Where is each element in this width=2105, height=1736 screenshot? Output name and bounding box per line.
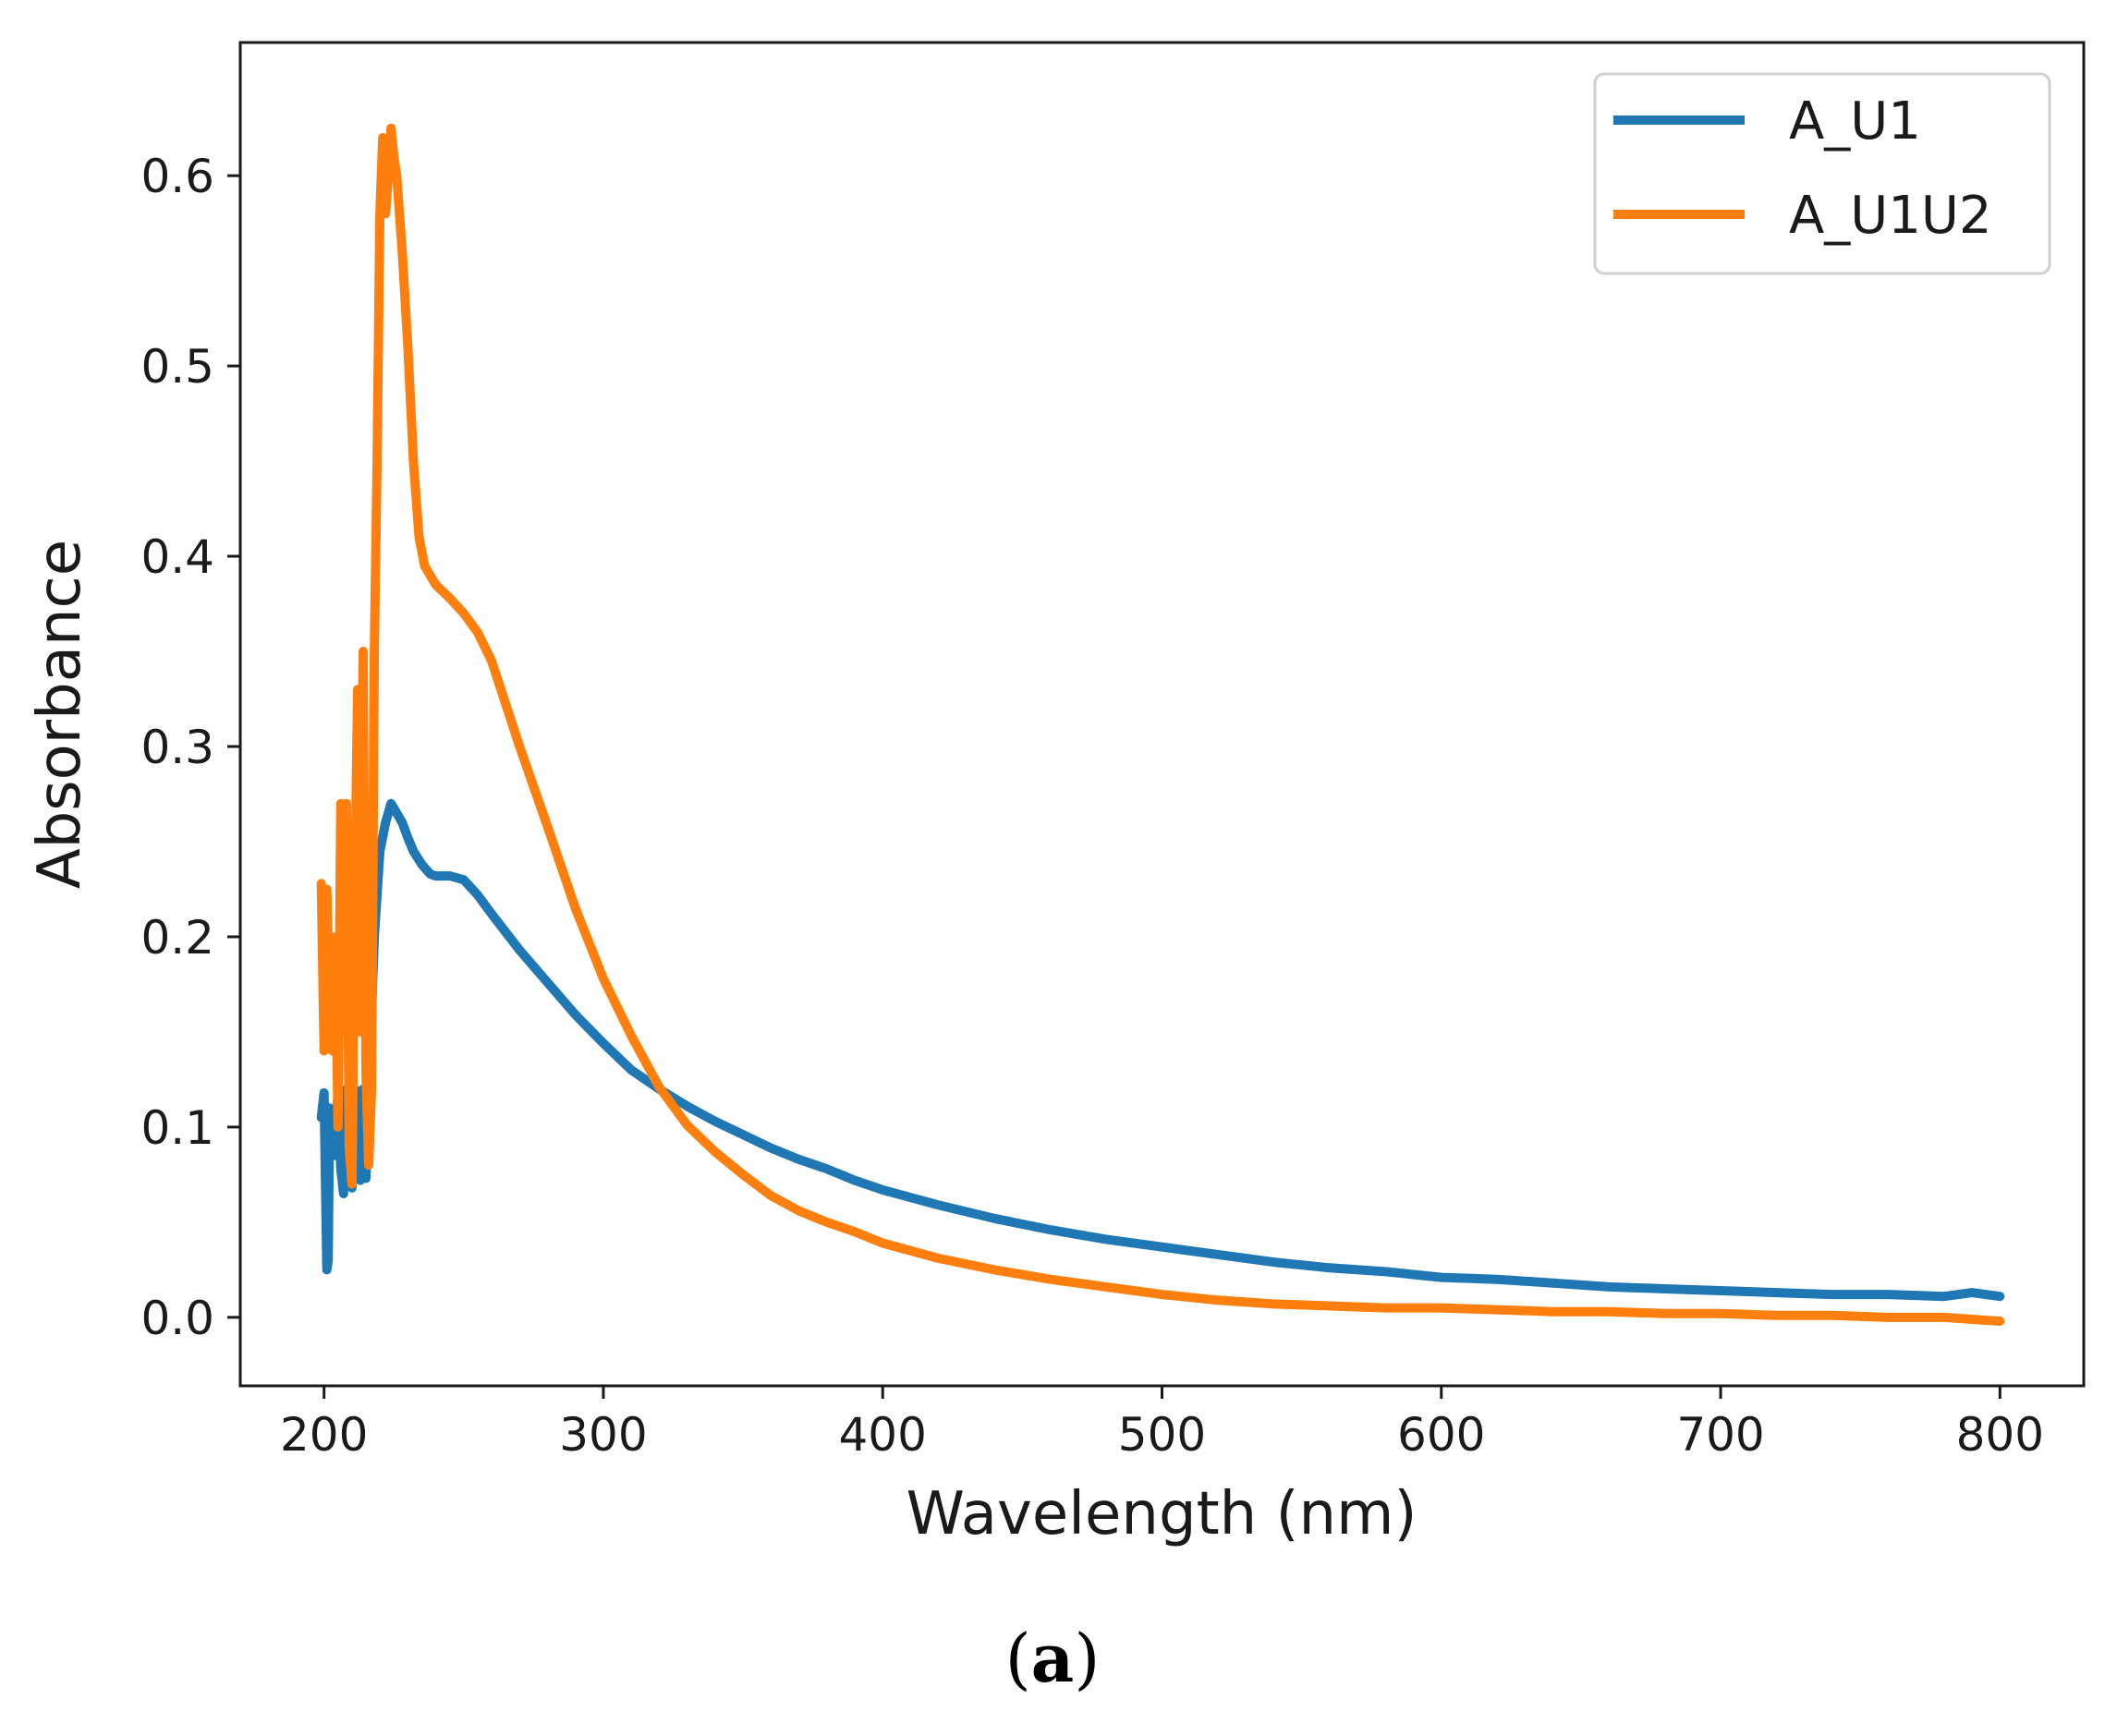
series-line-a-u1u2 — [316, 123, 2005, 1326]
y-axis-label: Absorbance — [26, 540, 94, 889]
y-axis-ticks: 0.0 0.1 0.2 0.3 0.4 0.5 0.6 — [140, 150, 240, 1345]
x-tick-label: 800 — [1956, 1408, 2044, 1462]
x-tick-label: 600 — [1397, 1408, 1485, 1462]
y-tick-label: 0.3 — [140, 721, 214, 774]
y-tick-label: 0.0 — [140, 1292, 214, 1345]
legend-label-a-u1: A_U1 — [1789, 91, 1921, 152]
y-tick-label: 0.4 — [140, 530, 214, 584]
x-axis-label: Wavelength (nm) — [906, 1480, 1418, 1548]
legend: A_U1 A_U1U2 — [1593, 72, 2051, 275]
figure-caption: (a) — [1005, 1619, 1101, 1697]
x-tick-label: 300 — [559, 1408, 647, 1462]
series-layer — [316, 123, 2005, 1326]
caption-open-paren: ( — [1005, 1620, 1031, 1697]
caption-close-paren: ) — [1074, 1620, 1100, 1697]
x-tick-label: 500 — [1118, 1408, 1206, 1462]
y-tick-label: 0.2 — [140, 911, 214, 965]
y-tick-label: 0.1 — [140, 1101, 214, 1155]
x-tick-label: 200 — [280, 1408, 368, 1462]
x-axis-ticks: 200 300 400 500 600 700 800 — [280, 1386, 2044, 1462]
y-tick-label: 0.6 — [140, 150, 214, 203]
caption-letter: a — [1031, 1619, 1075, 1697]
x-tick-label: 400 — [839, 1408, 927, 1462]
legend-label-a-u1u2: A_U1U2 — [1789, 186, 1992, 246]
x-tick-label: 700 — [1676, 1408, 1764, 1462]
y-tick-label: 0.5 — [140, 340, 214, 394]
